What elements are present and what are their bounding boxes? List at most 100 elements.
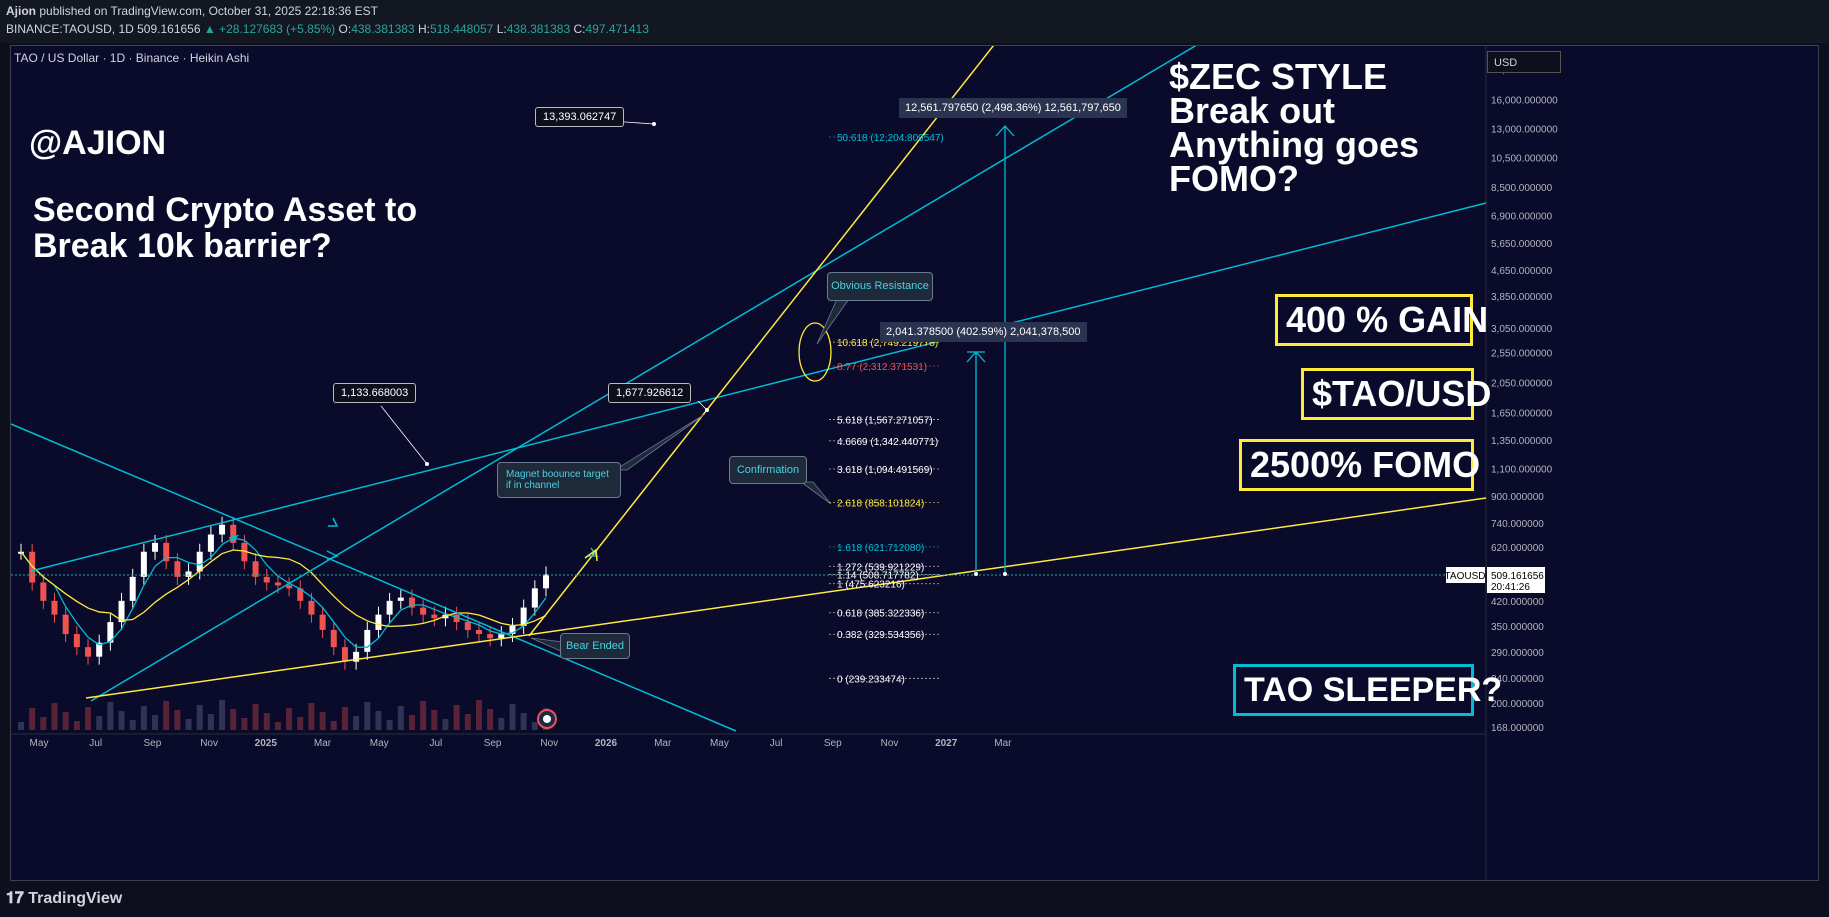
candle-body (230, 524, 237, 543)
candle-body (375, 614, 382, 630)
time-tick-label: Jul (770, 738, 783, 749)
volume-bar (51, 703, 58, 730)
candle-body (386, 600, 393, 615)
pair-box: $TAO/USD (1301, 368, 1491, 420)
publish-header: Ajion published on TradingView.com, Octo… (0, 0, 1829, 43)
author-name[interactable]: Ajion (6, 4, 36, 18)
volume-bar (85, 707, 92, 730)
publish-info: published on TradingView.com, October 31… (39, 4, 379, 18)
obvious-resistance-callout[interactable]: Obvious Resistance (827, 272, 933, 301)
time-tick-label: May (30, 738, 49, 749)
time-axis[interactable]: May Jul Sep Nov 2025 Mar May Jul Sep Nov 2026 Mar Ma… (11, 733, 1486, 749)
candle-body (163, 542, 170, 562)
symbol-tag-label: TAOUSD (1445, 571, 1486, 582)
low-label: L: (496, 22, 507, 36)
candle-body (129, 576, 136, 601)
volume-bar (263, 713, 270, 730)
fib-label: 5.618 (1,567.271057) (837, 416, 933, 427)
candle-body (509, 625, 516, 635)
measure-label-2500[interactable]: 12,561.797650 (2,498.36%) 12,561,797,650 (899, 98, 1127, 118)
volume-bar (96, 716, 103, 730)
candle-body (330, 629, 337, 648)
parabolic-line[interactable] (528, 46, 1001, 637)
last-price-value: 509.161656 (1491, 571, 1544, 582)
volume-bar (386, 720, 393, 730)
confirmation-callout[interactable]: Confirmation (729, 456, 807, 484)
volume-bar (297, 717, 304, 730)
volume-bar (498, 718, 505, 730)
volume-bar (152, 715, 159, 730)
volume-bar (274, 722, 281, 730)
zec-line-1: $ZEC STYLE (1169, 56, 1388, 97)
price-tick-label: 6,900.000000 (1491, 212, 1553, 223)
candle-body (107, 622, 114, 643)
note-dot (425, 462, 429, 466)
volume-bar (62, 712, 69, 730)
resistance-ellipse[interactable] (798, 322, 832, 382)
note-dot (705, 408, 709, 412)
time-tick-label: Sep (484, 738, 502, 749)
volume-bar (520, 713, 527, 730)
price-note-3[interactable]: 1,677.926612 (608, 383, 692, 403)
time-tick-label: Sep (824, 738, 842, 749)
candle-body (308, 600, 315, 615)
fib-label: 1.618 (621.712080) (837, 543, 924, 554)
open-label: O: (338, 22, 352, 36)
time-tick-label: 2025 (255, 738, 278, 749)
volume-bar (73, 721, 80, 730)
fib-levels[interactable]: 50.618 (12,204.809547) 10.618 (2,749.2197… (829, 133, 944, 685)
candle-body (51, 600, 58, 615)
fib-label: 0 (239.233474) (837, 674, 905, 685)
fib-label: 4.6669 (1,342.440771) (837, 437, 938, 448)
currency-button[interactable]: USD (1487, 51, 1561, 73)
candle-body (196, 551, 203, 572)
fib-label: 1.14 (508.717782) (837, 570, 919, 581)
headline-line-1: Second Crypto Asset to (33, 191, 418, 229)
fib-label: 50.618 (12,204.809547) (837, 133, 944, 144)
measure-arrow-400 (966, 351, 986, 574)
breakout-line[interactable] (90, 46, 1212, 702)
symbol-info: BINANCE:TAOUSD, 1D 509.161656 (6, 22, 201, 36)
volume-bar (185, 719, 192, 730)
time-tick-label: Nov (540, 738, 558, 749)
fib-label: 0.618 (385.322336) (837, 609, 924, 620)
price-tick-label: 620.000000 (1491, 543, 1544, 554)
price-tick-label: 740.000000 (1491, 519, 1544, 530)
candle-body (219, 524, 226, 535)
measure-label-400[interactable]: 2,041.378500 (402.59%) 2,041,378,500 (880, 322, 1087, 342)
price-tick-label: 2,050.000000 (1491, 379, 1553, 390)
price-axis[interactable]: 20,000.00000016,000.00000013,000.0000001… (1485, 46, 1558, 880)
candle-body (397, 597, 404, 601)
magnet-callout[interactable]: Magnet boounce target if in channel (497, 462, 621, 498)
volume-bar (453, 705, 460, 730)
price-tick-label: 1,350.000000 (1491, 436, 1553, 447)
gain-box: 400 % GAIN (1275, 294, 1488, 346)
price-tick-label: 168.000000 (1491, 723, 1544, 734)
price-note-1[interactable]: 13,393.062747 (535, 107, 625, 127)
tradingview-logo[interactable]: 𝟏𝟕 TradingView (6, 890, 122, 908)
volume-bars (18, 700, 549, 730)
chart-frame[interactable]: 20,000.00000016,000.00000013,000.0000001… (10, 45, 1819, 881)
support-line[interactable] (85, 497, 1487, 699)
author-handle: @AJION (29, 124, 167, 162)
candle-body (498, 634, 505, 639)
price-tick-label: 350.000000 (1491, 622, 1544, 633)
moving-average-slow (20, 549, 547, 628)
price-note-2[interactable]: 1,133.668003 (333, 383, 417, 403)
candle-body (140, 551, 147, 577)
price-tick-label: 1,100.000000 (1491, 464, 1553, 475)
fib-label: 0.382 (329.534356) (837, 630, 924, 641)
close-value: 497.471413 (585, 22, 649, 36)
bear-ended-callout[interactable]: Bear Ended (560, 633, 630, 659)
bear-callout-tail (530, 637, 564, 653)
chart-canvas[interactable]: 20,000.00000016,000.00000013,000.0000001… (11, 46, 1818, 880)
channel-lower-line[interactable] (11, 423, 737, 732)
volume-bar (241, 718, 248, 730)
volume-bar (230, 709, 237, 730)
candle-body (408, 597, 415, 608)
candle-body (118, 600, 125, 623)
publish-line: Ajion published on TradingView.com, Octo… (6, 4, 378, 18)
volume-bar (29, 708, 36, 730)
sleeper-box: TAO SLEEPER? (1233, 664, 1502, 716)
channel-upper-line[interactable] (30, 202, 1487, 572)
